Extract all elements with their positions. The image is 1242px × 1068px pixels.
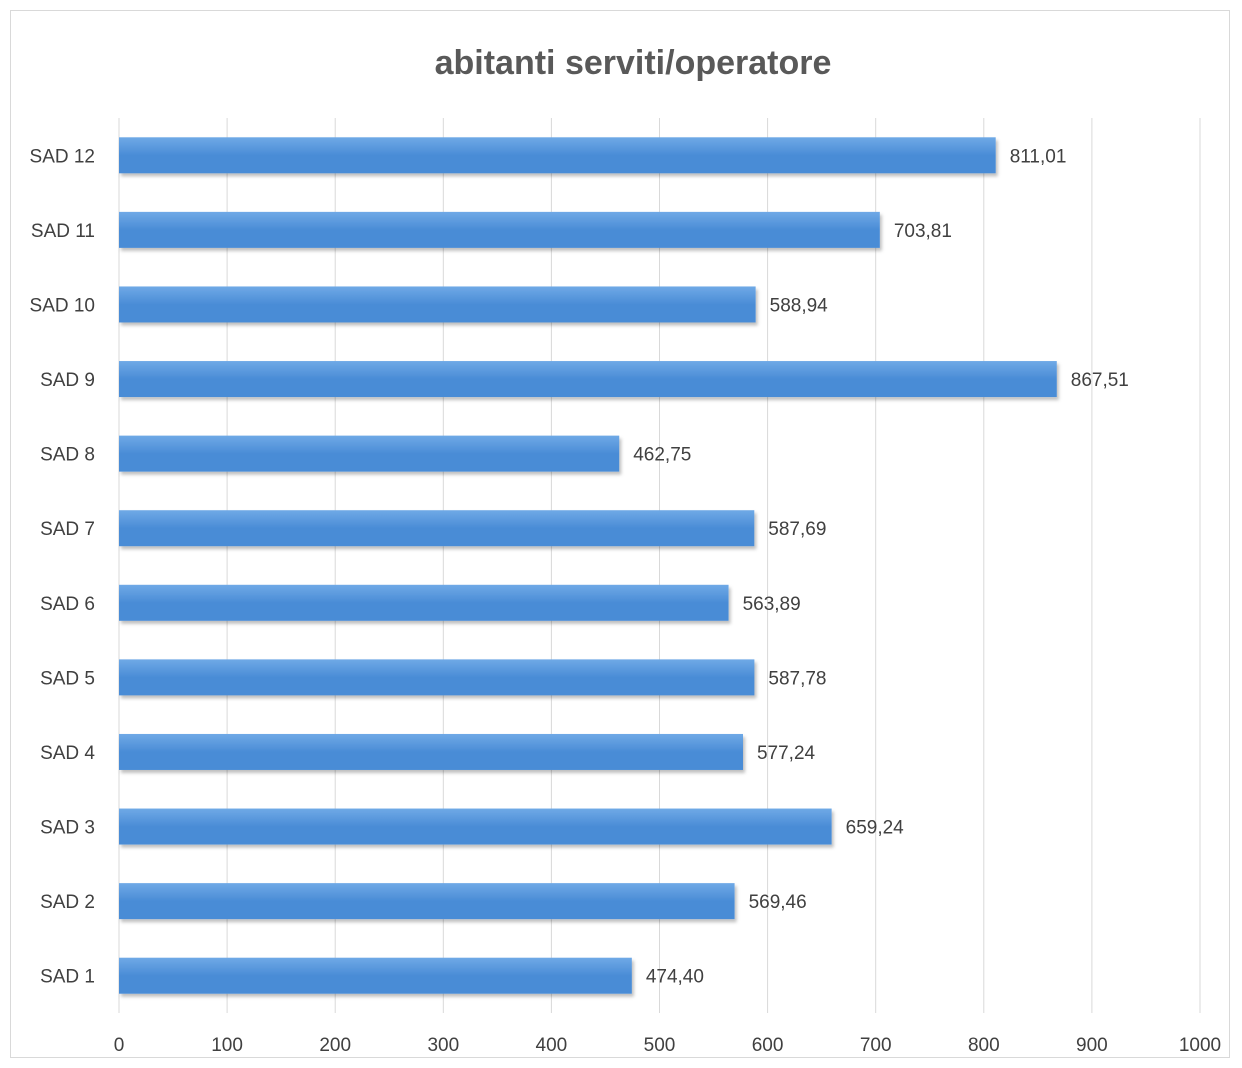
x-tick-label: 700: [860, 1035, 892, 1056]
data-label: 659,24: [846, 818, 905, 839]
x-tick-label: 800: [968, 1035, 1000, 1056]
category-label: SAD 6: [40, 594, 95, 615]
data-label: 587,78: [768, 668, 826, 689]
x-tick-label: 100: [211, 1035, 243, 1056]
data-label: 577,24: [757, 743, 816, 764]
bar: [119, 957, 632, 994]
bar: [119, 361, 1057, 398]
x-tick-label: 400: [536, 1035, 568, 1056]
data-label: 569,46: [749, 892, 807, 913]
data-label: 703,81: [894, 221, 952, 242]
x-tick-label: 900: [1076, 1035, 1108, 1056]
category-label: SAD 7: [40, 519, 95, 540]
category-label: SAD 8: [40, 445, 95, 466]
bar: [119, 435, 620, 472]
bar: [119, 808, 832, 845]
x-tick-label: 300: [427, 1035, 459, 1056]
category-label: SAD 9: [40, 370, 95, 391]
bar: [119, 137, 996, 174]
x-tick-label: 600: [752, 1035, 784, 1056]
bar: [119, 584, 729, 621]
category-label: SAD 1: [40, 967, 95, 988]
x-tick-label: 200: [319, 1035, 351, 1056]
x-tick-label: 0: [114, 1035, 125, 1056]
category-label: SAD 3: [40, 818, 95, 839]
data-label: 462,75: [633, 445, 691, 466]
data-label: 563,89: [743, 594, 801, 615]
category-label: SAD 2: [40, 892, 95, 913]
bar: [119, 733, 743, 770]
x-tick-label: 1000: [1179, 1035, 1221, 1056]
bar: [119, 211, 880, 248]
category-label: SAD 11: [31, 221, 95, 242]
data-label: 474,40: [646, 967, 704, 988]
x-tick-label: 500: [644, 1035, 676, 1056]
data-label: 867,51: [1071, 370, 1129, 391]
category-label: SAD 10: [30, 295, 95, 316]
category-label: SAD 12: [30, 146, 95, 167]
bar: [119, 659, 755, 696]
chart-title: abitanti serviti/operatore: [435, 44, 832, 82]
data-label: 587,69: [768, 519, 826, 540]
category-label: SAD 5: [40, 668, 95, 689]
data-label: 811,01: [1010, 146, 1067, 167]
bar: [119, 510, 755, 547]
bar: [119, 883, 735, 920]
bar: [119, 286, 756, 323]
data-label: 588,94: [770, 295, 829, 316]
category-label: SAD 4: [40, 743, 95, 764]
